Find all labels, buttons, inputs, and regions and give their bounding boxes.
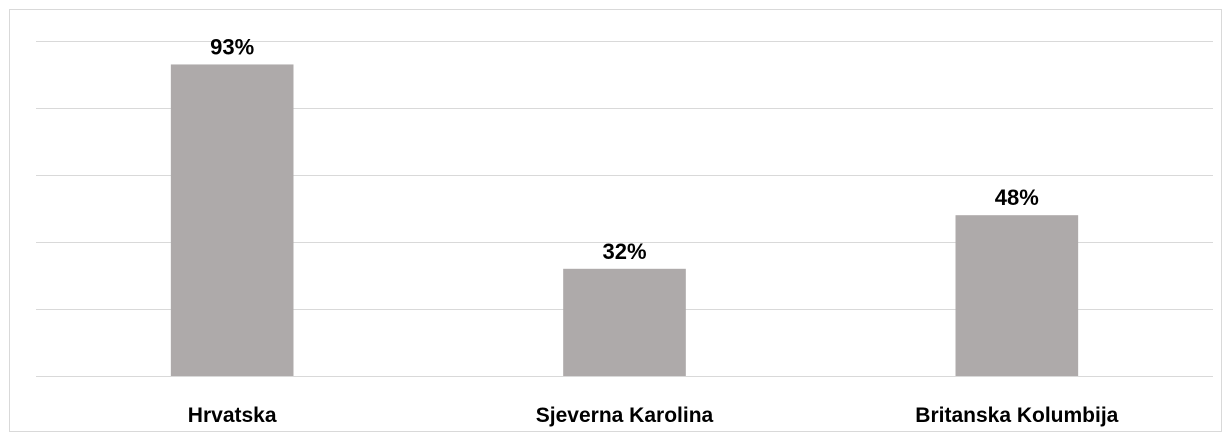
data-labels: 93% 32% 48% [210, 34, 1039, 263]
data-label-3: 48% [995, 185, 1039, 210]
bars [170, 64, 1079, 376]
bar-3 [955, 215, 1079, 376]
bar-1 [170, 64, 294, 376]
bar-2 [563, 268, 686, 376]
category-labels: Hrvatska Sjeverna Karolina Britanska Kolum… [188, 404, 1119, 427]
category-label-2: Sjeverna Karolina [536, 404, 714, 427]
category-label-3: Britanska Kolumbija [915, 404, 1118, 427]
category-label-1: Hrvatska [188, 404, 277, 427]
data-label-1: 93% [210, 34, 254, 59]
data-label-2: 32% [602, 239, 646, 264]
